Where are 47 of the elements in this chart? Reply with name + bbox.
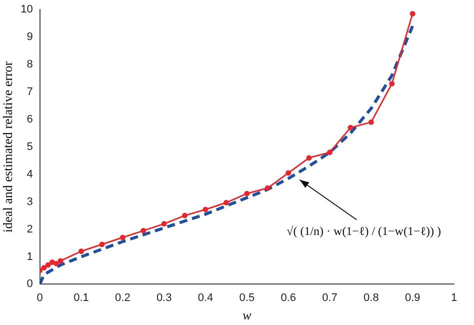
x-tick-label: 0.9	[404, 292, 420, 304]
annotation: √( (1/n) · w(1−ℓ) / (1−w(1−ℓ)) )	[286, 224, 441, 238]
point	[182, 212, 188, 218]
point	[348, 124, 354, 130]
point	[244, 190, 250, 196]
x-tick-label: 1	[450, 292, 458, 304]
point	[389, 80, 395, 86]
x-axis-title: w	[242, 308, 252, 323]
y-tick-label: 5	[26, 140, 33, 153]
y-tick-label: 6	[26, 113, 33, 126]
y-tick-label: 1	[26, 250, 33, 263]
y-tick-label: 9	[26, 31, 33, 44]
x-tick-label: 0	[36, 292, 43, 304]
point	[50, 259, 56, 265]
x-tick-label: 0.4	[198, 292, 214, 304]
point	[264, 185, 270, 191]
point	[286, 170, 292, 176]
point	[140, 228, 146, 234]
point	[120, 234, 126, 240]
x-tick-label: 0.2	[115, 292, 130, 304]
y-tick-label: 8	[26, 58, 33, 71]
y-tick-label: 0	[26, 278, 33, 290]
x-tick-label: 0.6	[280, 292, 296, 304]
point	[223, 200, 229, 206]
point	[58, 258, 64, 264]
point	[202, 206, 208, 212]
x-tick-label: 0.8	[364, 292, 379, 304]
point	[78, 248, 84, 254]
point	[410, 10, 416, 16]
y-tick-label: 4	[26, 168, 33, 180]
x-tick-label: 0.7	[322, 292, 338, 304]
y-tick-label: 3	[26, 196, 33, 208]
y-tick-label: 10	[20, 4, 33, 16]
point	[161, 221, 167, 227]
point	[327, 150, 332, 156]
y-tick-label: 7	[26, 86, 33, 98]
y-tick-label: 2	[26, 223, 33, 236]
point	[54, 260, 60, 266]
point	[99, 242, 105, 248]
point	[306, 155, 312, 161]
point	[368, 119, 374, 125]
x-tick-label: 0.1	[74, 292, 89, 304]
x-tick-label: 0.5	[239, 292, 255, 304]
point	[45, 262, 51, 268]
point	[41, 264, 47, 270]
y-axis-title: ideal and estimated relative error	[0, 60, 16, 232]
x-tick-label: 0.3	[156, 292, 172, 304]
